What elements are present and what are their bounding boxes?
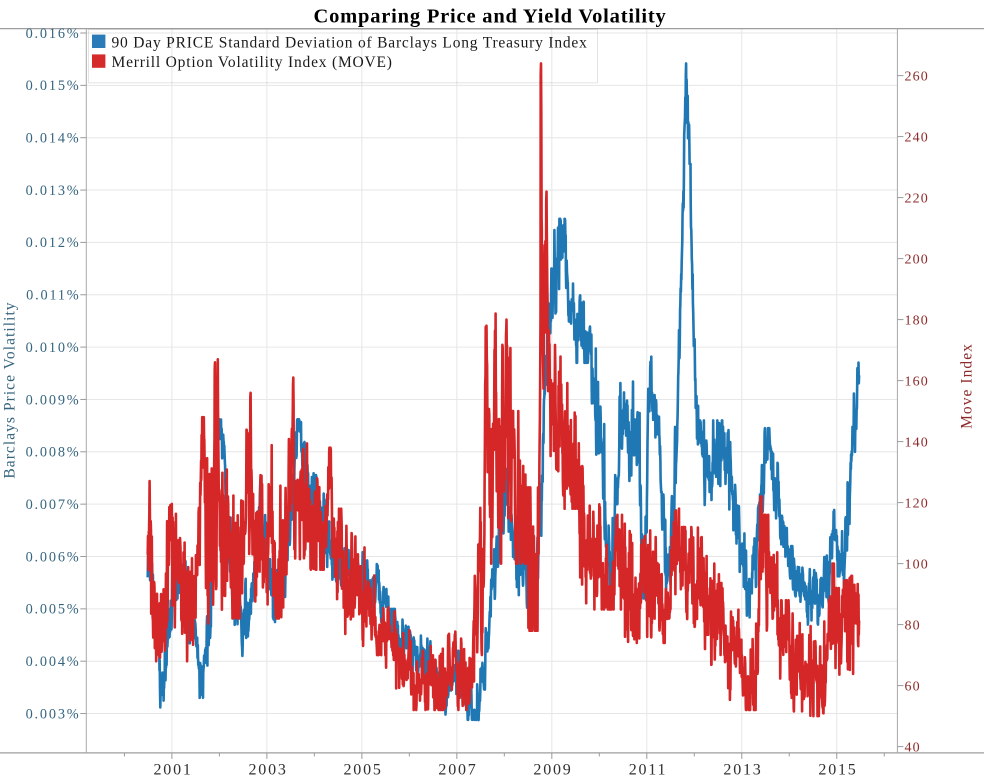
svg-text:60: 60 [905,679,921,694]
svg-text:2015: 2015 [818,762,857,779]
svg-text:0.014%: 0.014% [26,131,81,147]
svg-text:0.005%: 0.005% [26,602,81,618]
svg-text:2005: 2005 [343,762,382,779]
svg-text:0.015%: 0.015% [26,78,81,94]
svg-text:240: 240 [905,130,929,145]
svg-text:0.012%: 0.012% [26,235,81,251]
svg-text:2007: 2007 [438,762,477,779]
svg-text:0.016%: 0.016% [26,26,81,42]
svg-text:200: 200 [905,252,929,267]
svg-text:2013: 2013 [723,762,762,779]
svg-text:90 Day PRICE Standard Deviatio: 90 Day PRICE Standard Deviation of Barcl… [112,34,588,51]
svg-text:2001: 2001 [153,762,192,779]
svg-text:180: 180 [905,313,929,328]
svg-text:160: 160 [905,374,929,389]
svg-text:220: 220 [905,191,929,206]
svg-text:100: 100 [905,557,929,572]
svg-text:80: 80 [905,618,921,633]
svg-text:2011: 2011 [629,762,668,779]
svg-text:Barclays Price Volatility: Barclays Price Volatility [2,301,19,478]
svg-text:0.009%: 0.009% [26,392,81,408]
svg-text:0.013%: 0.013% [26,183,81,199]
svg-text:40: 40 [905,740,921,755]
svg-text:Move Index: Move Index [959,343,976,429]
svg-text:0.011%: 0.011% [26,288,80,304]
svg-text:0.004%: 0.004% [26,654,81,670]
svg-text:0.003%: 0.003% [26,706,81,722]
svg-text:0.006%: 0.006% [26,549,81,565]
svg-text:0.007%: 0.007% [26,497,81,513]
svg-text:2009: 2009 [533,762,572,779]
svg-text:260: 260 [905,69,929,84]
svg-text:0.010%: 0.010% [26,340,81,356]
svg-text:2003: 2003 [248,762,287,779]
svg-text:120: 120 [905,496,929,511]
svg-text:Comparing Price and Yield Vola: Comparing Price and Yield Volatility [313,5,666,27]
svg-text:0.008%: 0.008% [26,445,81,461]
svg-text:140: 140 [905,435,929,450]
svg-text:Merrill Option Volatility Inde: Merrill Option Volatility Index (MOVE) [112,54,393,71]
